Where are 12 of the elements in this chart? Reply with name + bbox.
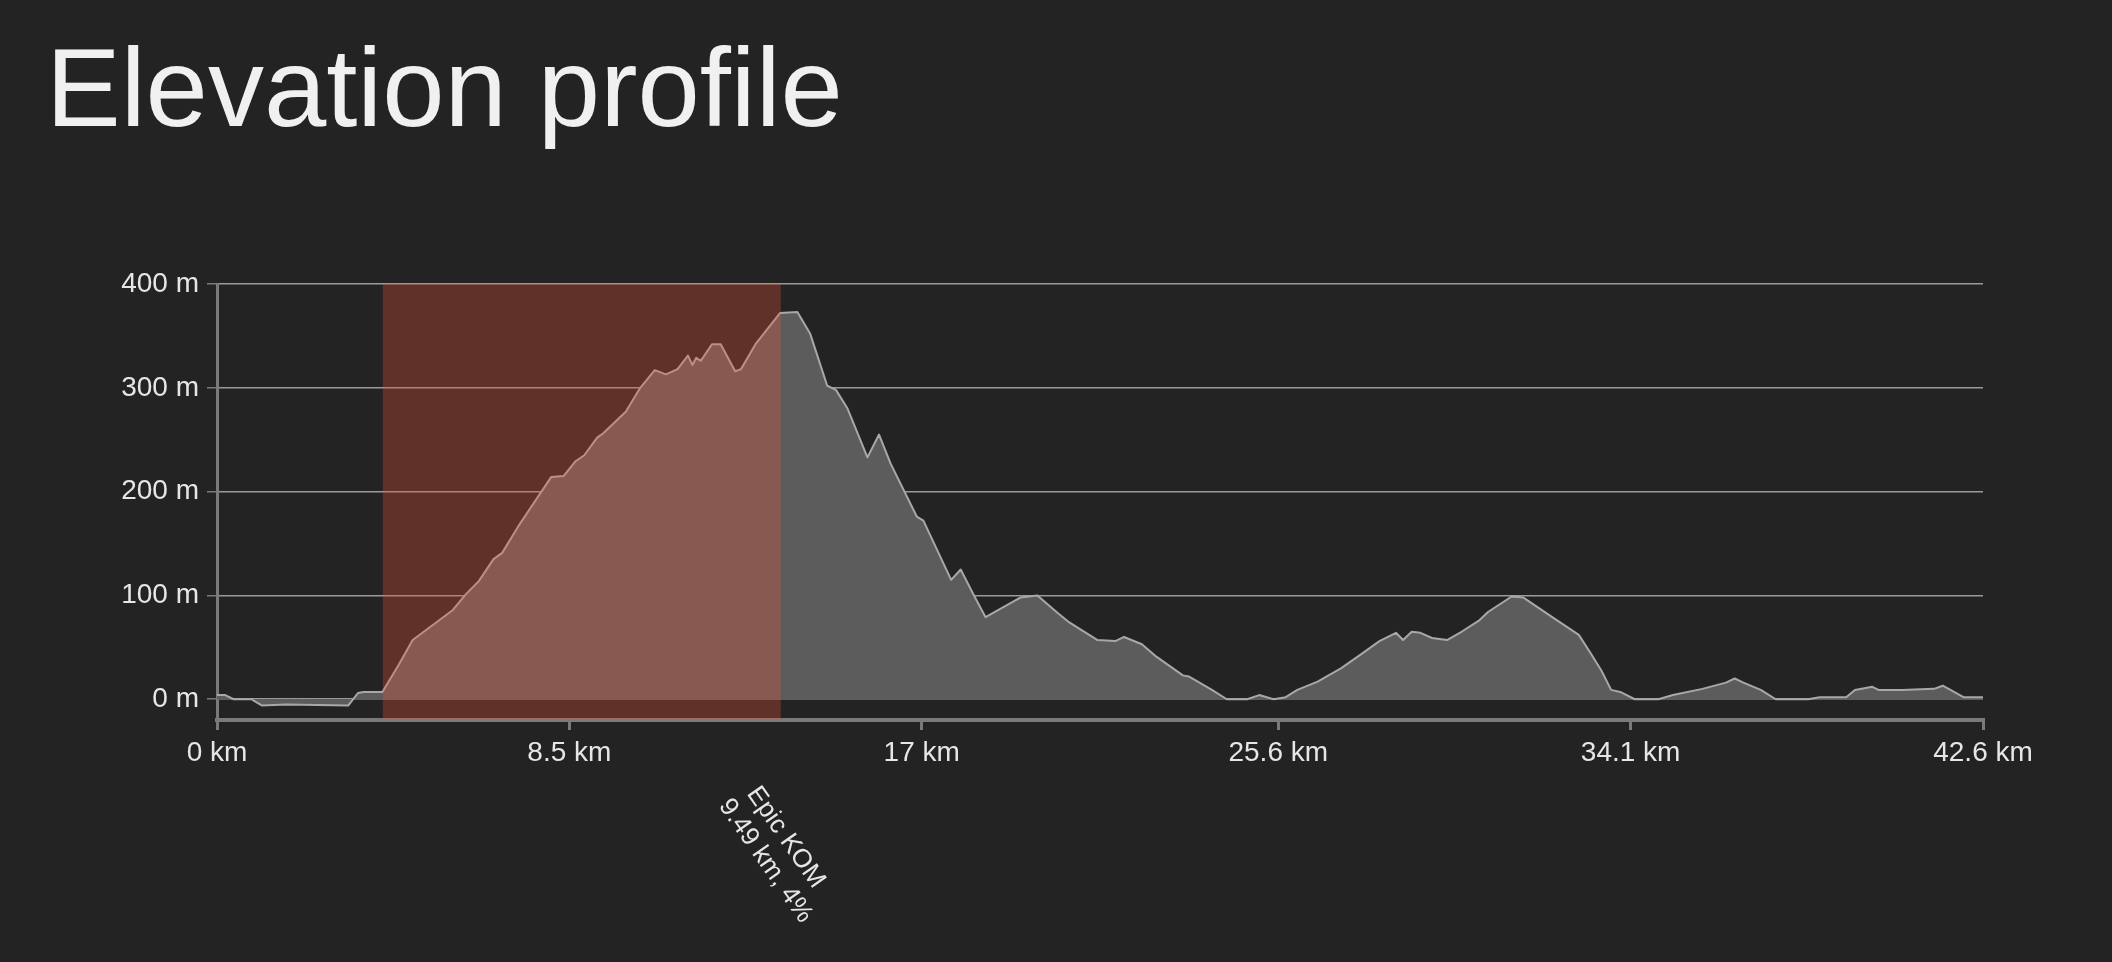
y-tick-label: 0 m [152,681,199,713]
y-tick-label: 100 m [121,578,199,610]
x-tick-label: 17 km [883,735,960,767]
y-tick-label: 300 m [121,370,199,402]
y-tick-label: 200 m [121,474,199,506]
y-tick-label: 400 m [121,266,199,298]
chart-title: Elevation profile [46,25,843,150]
x-tick-label: 0 km [186,735,248,767]
x-tick-label: 25.6 km [1228,735,1329,767]
x-tick-label: 34.1 km [1580,735,1681,767]
x-tick-label: 42.6 km [1933,735,2033,767]
x-tick-label: 8.5 km [527,735,612,767]
